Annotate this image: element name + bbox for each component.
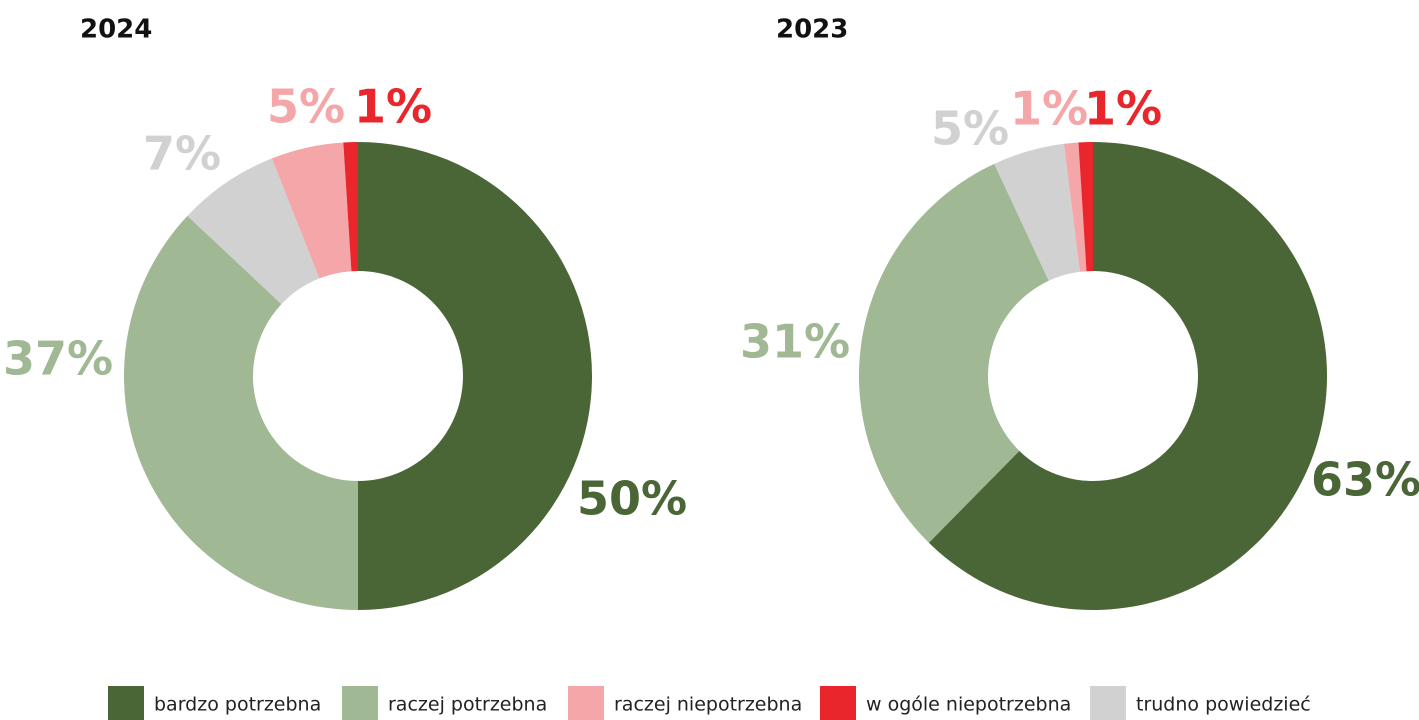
value-label: 50% [577,472,687,526]
legend-label: raczej niepotrzebna [614,694,802,716]
legend-swatch [1090,686,1126,720]
value-label: 37% [3,332,113,386]
value-label: 1% [1010,82,1088,136]
legend-swatch [108,686,144,720]
slice [187,158,320,305]
legend-label: w ogóle niepotrzebna [866,694,1071,716]
slice [343,142,358,272]
value-label: 7% [143,127,221,181]
legend-label: raczej potrzebna [388,694,547,716]
slice [928,142,1327,610]
value-label: 5% [267,80,345,134]
legend-label: trudno powiedzieć [1136,694,1311,716]
legend-swatch [820,686,856,720]
value-label: 1% [1084,82,1162,136]
value-label: 1% [354,80,432,134]
slice [1078,142,1093,272]
slice [358,142,592,610]
slice [859,163,1049,543]
legend-swatch [568,686,604,720]
legend-swatch [342,686,378,720]
chart-title: 2023 [776,15,848,45]
slice [124,215,358,610]
slice [1063,142,1087,272]
legend-label: bardzo potrzebna [154,694,321,716]
slice [994,143,1080,281]
value-label: 5% [931,102,1009,156]
slice [271,142,352,279]
value-label: 63% [1311,453,1419,507]
chart-title: 2024 [80,15,152,45]
value-label: 31% [740,315,850,369]
